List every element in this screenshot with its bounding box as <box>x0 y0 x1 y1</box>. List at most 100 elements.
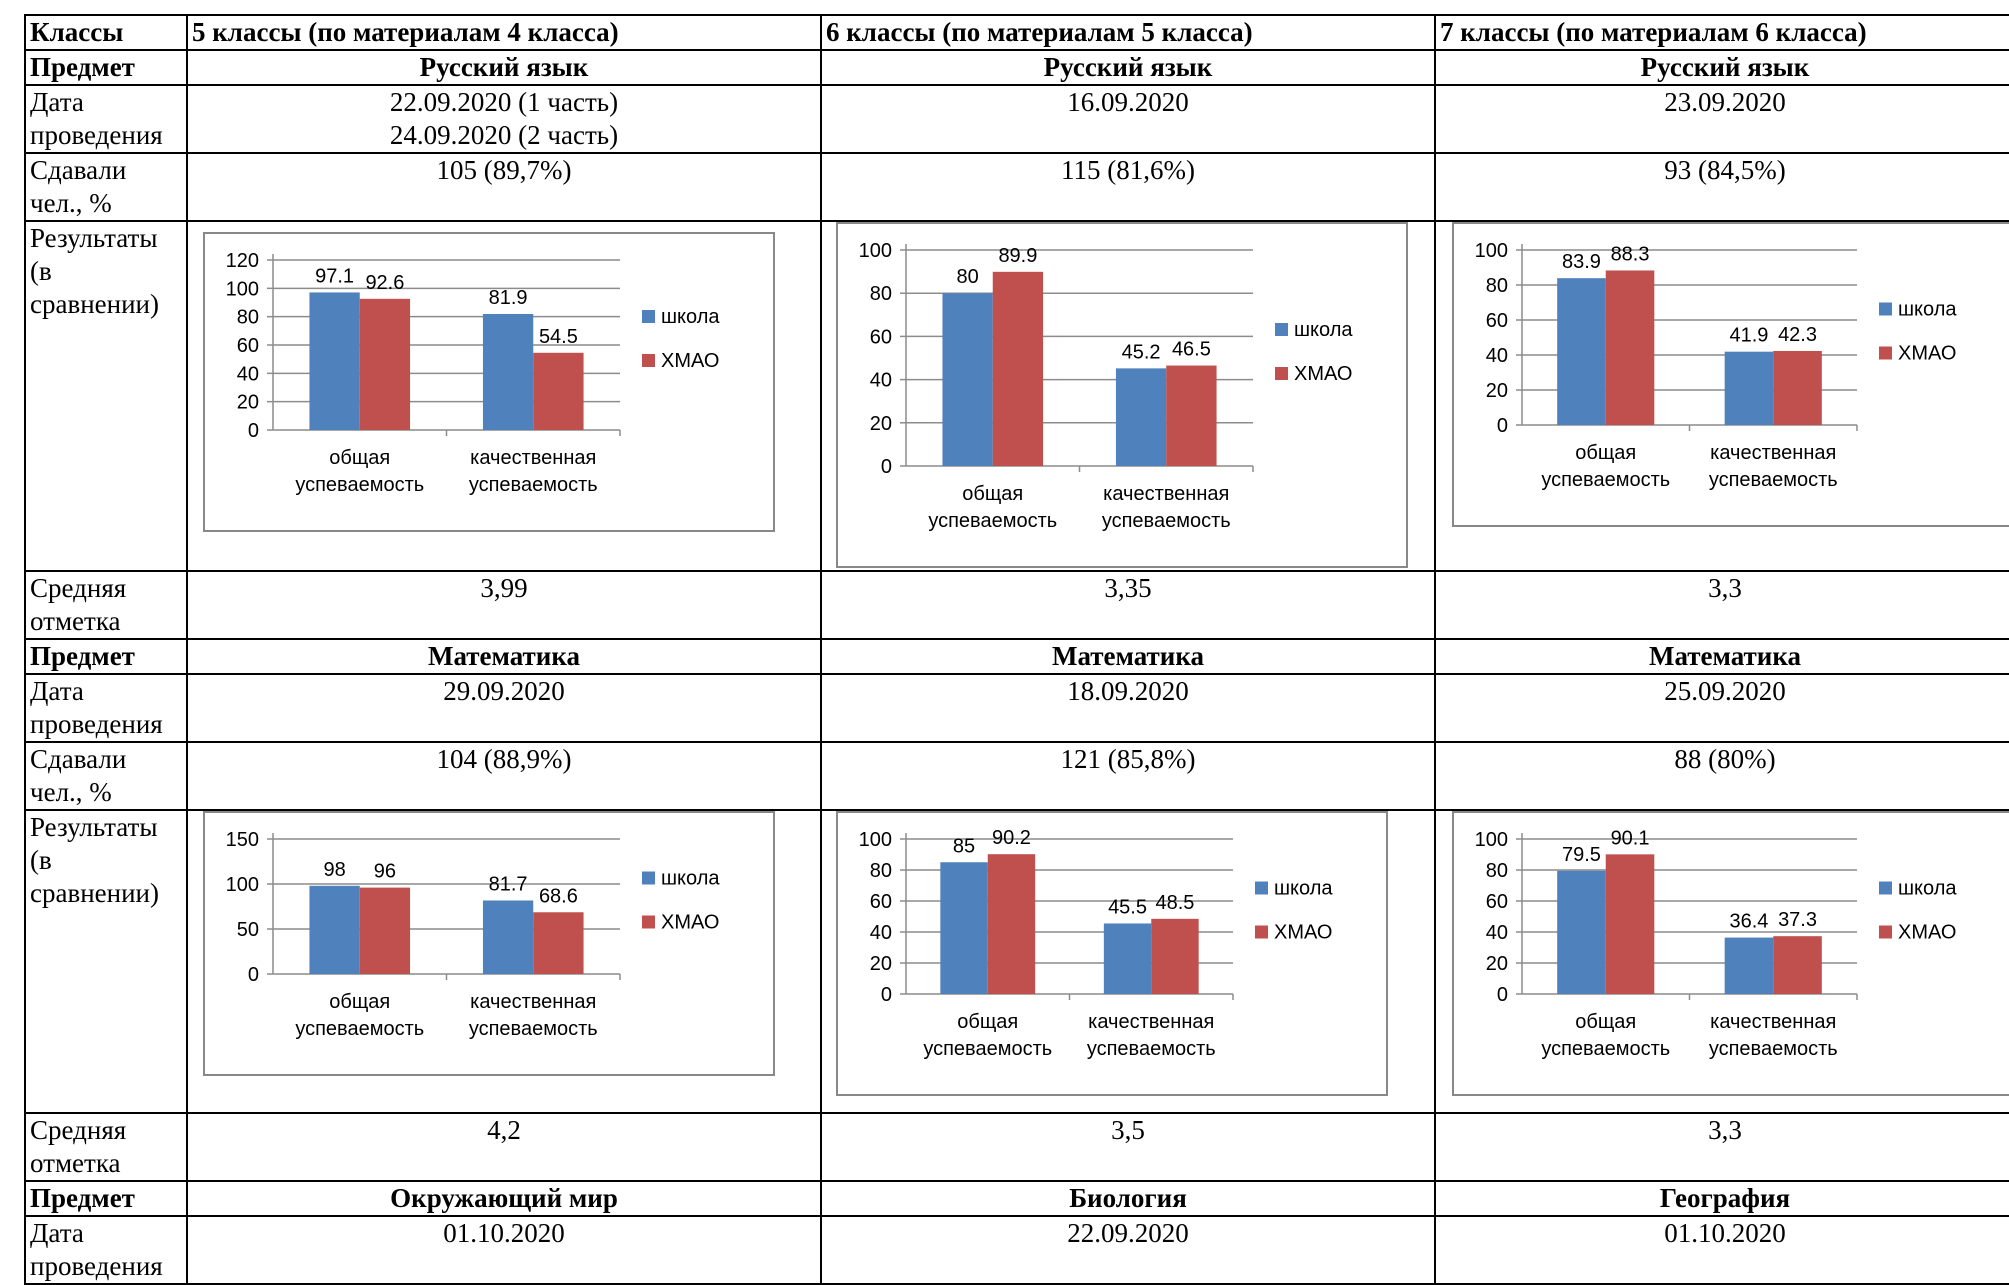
date-label: Дата проведения <box>24 84 188 154</box>
y-tick-label: 80 <box>1486 860 1508 882</box>
date-value: 22.09.2020 <box>820 1215 1436 1285</box>
y-tick-label: 60 <box>870 891 892 913</box>
date-value: 23.09.2020 <box>1434 84 2009 154</box>
avg-value: 3,99 <box>186 570 822 640</box>
bar <box>482 900 534 974</box>
data-label: 36.4 <box>1729 911 1768 933</box>
avg-value: 3,3 <box>1434 570 2009 640</box>
y-tick-label: 20 <box>870 953 892 975</box>
subject-row: Предмет Математика Математика Математика <box>24 638 2009 675</box>
x-tick-label: успеваемость <box>469 1018 598 1040</box>
y-tick-label: 120 <box>226 250 259 272</box>
x-tick-label: качественная <box>1088 1011 1214 1033</box>
legend-swatch <box>1879 925 1892 939</box>
legend-swatch <box>642 915 655 929</box>
results-table: Классы 5 классы (по материалам 4 класса)… <box>24 14 2009 1285</box>
bar <box>1557 870 1606 994</box>
bar <box>1557 278 1606 425</box>
date-value: 01.10.2020 <box>186 1215 822 1285</box>
results-row: Результаты (в сравнении) 0 20 40 60 80 100 120… <box>24 220 2009 572</box>
x-tick-label: качественная <box>1710 442 1836 464</box>
data-label: 83.9 <box>1562 251 1601 273</box>
y-tick-label: 40 <box>870 370 892 392</box>
date-label: Дата проведения <box>24 1215 188 1285</box>
legend-swatch <box>642 310 655 323</box>
x-tick-label: качественная <box>1710 1011 1836 1033</box>
date-label: Дата проведения <box>24 673 188 743</box>
data-label: 98 <box>323 859 345 881</box>
x-tick-label: успеваемость <box>1541 1038 1670 1060</box>
legend-swatch <box>642 354 655 367</box>
subject-label: Предмет <box>24 49 188 86</box>
legend-label: ХМАО <box>661 912 719 934</box>
data-label: 96 <box>374 861 396 883</box>
y-tick-label: 0 <box>881 456 892 478</box>
bar <box>1605 270 1655 425</box>
date-line: 22.09.2020 (1 часть) <box>389 87 619 117</box>
data-label: 37.3 <box>1778 909 1817 931</box>
y-tick-label: 80 <box>870 283 892 305</box>
y-tick-label: 20 <box>1486 953 1508 975</box>
x-tick-label: общая <box>329 991 390 1013</box>
bar <box>987 854 1036 994</box>
y-tick-label: 60 <box>1486 891 1508 913</box>
y-tick-label: 0 <box>248 964 259 986</box>
bar <box>942 293 993 466</box>
avg-value: 4,2 <box>186 1112 822 1182</box>
y-tick-label: 80 <box>1486 275 1508 297</box>
x-tick-label: общая <box>329 447 390 469</box>
x-tick-label: общая <box>962 483 1023 505</box>
bar <box>1115 368 1167 466</box>
bar <box>533 912 584 974</box>
legend-swatch <box>1879 881 1892 895</box>
date-row: Дата проведения 22.09.2020 (1 часть) 24.0… <box>24 84 2009 154</box>
y-tick-label: 100 <box>1475 829 1508 851</box>
x-tick-label: успеваемость <box>1087 1038 1216 1060</box>
date-value: 29.09.2020 <box>186 673 822 743</box>
date-value: 01.10.2020 <box>1434 1215 2009 1285</box>
data-label: 90.1 <box>1611 827 1650 849</box>
legend-swatch <box>1275 367 1288 380</box>
avg-row: Средняя отметка 3,99 3,35 3,3 <box>24 570 2009 640</box>
bar <box>1773 350 1822 425</box>
date-row: Дата проведения 01.10.2020 22.09.2020 01… <box>24 1215 2009 1285</box>
chart-cell: 0 20 40 60 80 100 120 97.1 92.6 общая успеваемость… <box>186 220 822 572</box>
header-classes: Классы <box>24 14 188 51</box>
subject-name: Математика <box>186 638 822 675</box>
x-tick-label: общая <box>957 1011 1018 1033</box>
y-tick-label: 100 <box>859 240 892 262</box>
x-tick-label: успеваемость <box>295 1018 424 1040</box>
legend-label: школа <box>661 306 720 328</box>
took-value: 88 (80%) <box>1434 741 2009 811</box>
avg-value: 3,35 <box>820 570 1436 640</box>
x-tick-label: качественная <box>470 991 596 1013</box>
x-tick-label: успеваемость <box>1102 510 1231 532</box>
bar <box>1724 937 1774 994</box>
data-label: 80 <box>956 266 978 288</box>
y-tick-label: 20 <box>237 392 259 414</box>
legend-swatch <box>1255 925 1268 939</box>
chart-cell: 0 20 40 60 80 100 85 90.2 общая успеваемость 45.5 4… <box>820 809 1436 1114</box>
bar <box>992 271 1044 466</box>
x-tick-label: качественная <box>470 447 596 469</box>
subject-name: Окружающий мир <box>186 1180 822 1217</box>
legend-swatch <box>1255 881 1268 895</box>
took-row: Сдавали чел., % 104 (88,9%) 121 (85,8%) … <box>24 741 2009 811</box>
data-label: 81.7 <box>489 873 528 895</box>
y-tick-label: 0 <box>1497 415 1508 437</box>
subject-label: Предмет <box>24 1180 188 1217</box>
bar <box>309 292 360 430</box>
subject-name: География <box>1434 1180 2009 1217</box>
x-tick-label: успеваемость <box>1709 469 1838 491</box>
avg-value: 3,5 <box>820 1112 1436 1182</box>
x-tick-label: качественная <box>1103 483 1229 505</box>
header-grade-6: 6 классы (по материалам 5 класса) <box>820 14 1436 51</box>
took-label: Сдавали чел., % <box>24 152 188 222</box>
date-row: Дата проведения 29.09.2020 18.09.2020 25… <box>24 673 2009 743</box>
y-tick-label: 40 <box>1486 345 1508 367</box>
data-label: 45.5 <box>1108 896 1147 918</box>
legend-label: школа <box>1898 878 1957 900</box>
avg-row: Средняя отметка 4,2 3,5 3,3 <box>24 1112 2009 1182</box>
legend-label: ХМАО <box>1274 922 1332 944</box>
y-tick-label: 100 <box>1475 240 1508 262</box>
